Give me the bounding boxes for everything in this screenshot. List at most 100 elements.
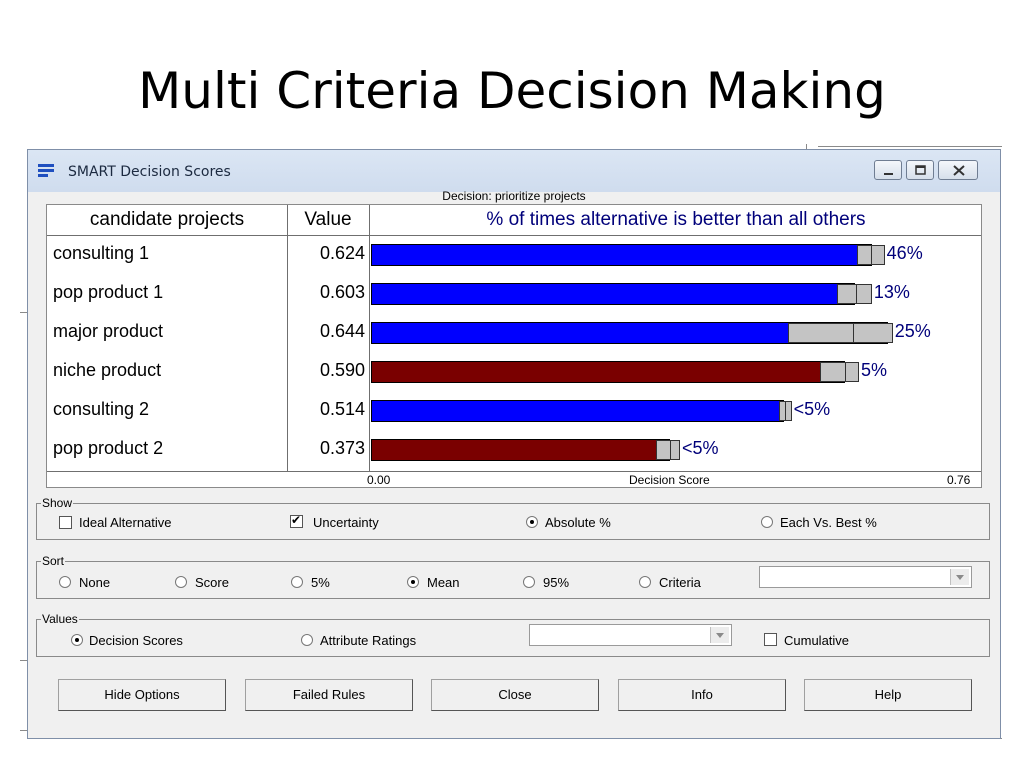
close-icon xyxy=(953,165,965,176)
sort-radio-1[interactable] xyxy=(175,576,187,588)
background-fragment xyxy=(818,146,1002,147)
project-name: pop product 2 xyxy=(53,438,164,458)
project-value: 0.624 xyxy=(319,243,365,263)
score-bar xyxy=(371,400,784,422)
uncertainty-mean-line xyxy=(785,401,787,421)
uncertainty-mean-line xyxy=(852,323,854,343)
show-legend: Show xyxy=(41,496,74,510)
background-fragment xyxy=(20,730,27,731)
header-candidate-projects: candidate projects xyxy=(89,209,245,230)
app-icon xyxy=(38,164,54,180)
project-value: 0.603 xyxy=(319,282,365,302)
chevron-down-icon[interactable] xyxy=(950,569,969,585)
sort-radio-4[interactable] xyxy=(523,576,535,588)
sort-group: Sort None Score 5% Mean 95% Criteria xyxy=(36,554,990,599)
decision-scores-table: candidate projects Value % of times alte… xyxy=(46,204,982,488)
column-divider xyxy=(287,205,288,471)
uncertainty-box xyxy=(788,323,893,343)
column-divider xyxy=(369,205,370,471)
uncertainty-checkbox[interactable] xyxy=(290,513,303,528)
slide-title: Multi Criteria Decision Making xyxy=(138,62,886,120)
each-vs-best-radio[interactable] xyxy=(761,516,773,528)
ideal-alternative-label[interactable]: Ideal Alternative xyxy=(79,515,172,530)
uncertainty-mean-line xyxy=(855,284,857,304)
project-value: 0.590 xyxy=(319,360,365,380)
window-titlebar[interactable]: SMART Decision Scores xyxy=(28,150,1000,192)
ideal-alternative-checkbox[interactable] xyxy=(59,516,72,529)
sort-option-label[interactable]: Mean xyxy=(427,575,460,590)
header-value: Value xyxy=(304,209,352,230)
smart-decision-scores-window: SMART Decision Scores Decision: prioriti… xyxy=(27,149,1001,739)
sort-radio-5[interactable] xyxy=(639,576,651,588)
attribute-ratings-label[interactable]: Attribute Ratings xyxy=(320,633,417,648)
percent-label: 5% xyxy=(861,360,888,380)
uncertainty-box xyxy=(655,440,680,460)
each-vs-best-label[interactable]: Each Vs. Best % xyxy=(780,515,877,530)
cumulative-label[interactable]: Cumulative xyxy=(784,633,850,648)
project-name: pop product 1 xyxy=(53,282,164,302)
background-fragment xyxy=(806,144,807,150)
decision-scores-radio[interactable] xyxy=(71,634,83,646)
sort-option-label[interactable]: 95% xyxy=(543,575,570,590)
score-bar xyxy=(371,244,872,266)
help-button[interactable]: Help xyxy=(804,679,972,711)
sort-radio-2[interactable] xyxy=(291,576,303,588)
percent-label: 46% xyxy=(886,243,923,263)
percent-label: 25% xyxy=(894,321,931,341)
values-legend: Values xyxy=(41,612,79,626)
project-name: major product xyxy=(53,321,164,341)
uncertainty-box xyxy=(856,245,885,265)
uncertainty-box xyxy=(836,284,872,304)
maximize-button[interactable] xyxy=(906,160,934,180)
uncertainty-box xyxy=(820,362,859,382)
absolute-percent-radio[interactable] xyxy=(526,516,538,528)
decision-scores-label[interactable]: Decision Scores xyxy=(89,633,183,648)
project-value: 0.514 xyxy=(319,399,365,419)
attribute-combo[interactable] xyxy=(529,624,732,646)
sort-legend: Sort xyxy=(41,554,66,568)
background-fragment xyxy=(20,312,27,313)
sort-radio-0[interactable] xyxy=(59,576,71,588)
axis-max-label: 0.76 xyxy=(947,473,971,487)
info-button[interactable]: Info xyxy=(618,679,786,711)
close-button[interactable] xyxy=(938,160,978,180)
uncertainty-label[interactable]: Uncertainty xyxy=(313,515,379,530)
header-divider xyxy=(47,235,981,236)
percent-label: <5% xyxy=(682,438,719,458)
uncertainty-mean-line xyxy=(871,245,873,265)
values-group: Values Decision Scores Attribute Ratings… xyxy=(36,612,990,657)
percent-label: <5% xyxy=(793,399,831,419)
minimize-icon xyxy=(884,173,893,175)
score-bar xyxy=(371,283,855,305)
axis-title: Decision Score xyxy=(629,473,710,487)
header-bar: % of times alternative is better than al… xyxy=(486,209,866,230)
background-fragment xyxy=(20,660,27,661)
project-name: consulting 2 xyxy=(53,399,150,419)
score-bar xyxy=(371,361,845,383)
chevron-down-icon[interactable] xyxy=(710,627,729,643)
uncertainty-mean-line xyxy=(844,362,846,382)
sort-radio-3[interactable] xyxy=(407,576,419,588)
show-group: Show Ideal Alternative Uncertainty Absol… xyxy=(36,496,990,540)
window-title: SMART Decision Scores xyxy=(68,164,231,180)
failed-rules-button[interactable]: Failed Rules xyxy=(245,679,413,711)
project-name: consulting 1 xyxy=(53,243,150,263)
absolute-percent-label[interactable]: Absolute % xyxy=(545,515,611,530)
decision-label: Decision: prioritize projects xyxy=(442,189,586,203)
score-bar xyxy=(371,439,671,461)
sort-option-label[interactable]: Criteria xyxy=(659,575,701,590)
attribute-ratings-radio[interactable] xyxy=(301,634,313,646)
hide-options-button[interactable]: Hide Options xyxy=(58,679,226,711)
close-dialog-button[interactable]: Close xyxy=(431,679,599,711)
criteria-combo[interactable] xyxy=(759,566,972,588)
uncertainty-box xyxy=(778,401,792,421)
percent-label: 13% xyxy=(873,282,910,302)
project-value: 0.644 xyxy=(319,321,365,341)
sort-option-label[interactable]: None xyxy=(79,575,111,590)
footer-divider xyxy=(47,471,981,472)
sort-option-label[interactable]: 5% xyxy=(311,575,330,590)
cumulative-checkbox[interactable] xyxy=(764,633,777,646)
project-name: niche product xyxy=(53,360,162,380)
minimize-button[interactable] xyxy=(874,160,902,180)
sort-option-label[interactable]: Score xyxy=(195,575,229,590)
